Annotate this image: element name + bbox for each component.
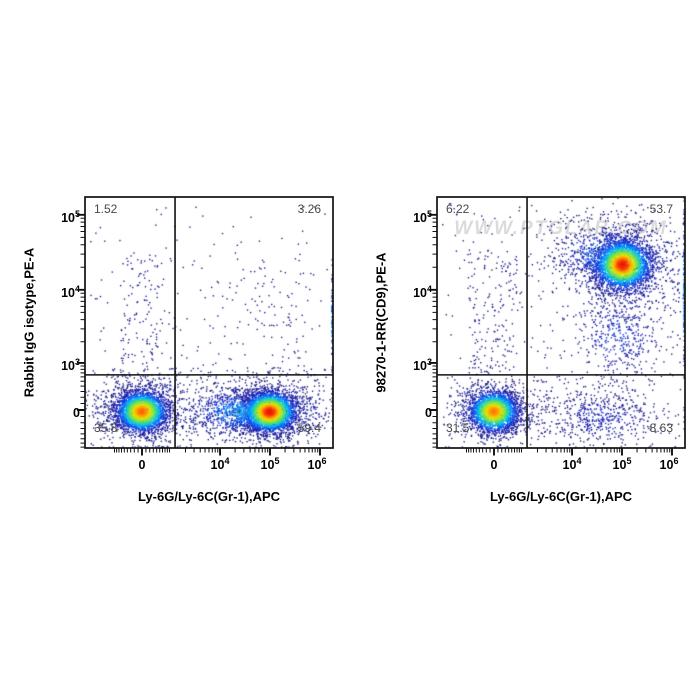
y-tick-label-1e3: 103 — [413, 357, 432, 374]
y-tick-label-1e5: 105 — [413, 209, 432, 226]
scatter-density-canvas-right — [437, 197, 685, 448]
flow-plot-panel-right: 98270-1-RR(CD9),PE-A 105 104 103 0 WWW.P… — [352, 180, 700, 530]
quadrant-percent-lower-left: 35.8 — [94, 421, 118, 435]
x-tick-label-0: 0 — [490, 458, 498, 473]
quadrant-percent-lower-left: 31.5 — [446, 421, 470, 435]
quadrant-percent-upper-left: 1.52 — [94, 202, 118, 216]
flow-plot-panel-left: Rabbit IgG isotype,PE-A 105 104 103 0 1.… — [0, 180, 348, 530]
plot-area-left: 1.52 3.26 35.8 59.4 — [85, 197, 333, 448]
quadrant-percent-lower-right: 8.63 — [649, 421, 673, 435]
y-tick-label-1e3: 103 — [61, 357, 80, 374]
x-tick-label-1e4: 104 — [562, 456, 582, 473]
y-tick-label-0: 0 — [73, 406, 80, 421]
quadrant-percent-upper-right: 3.26 — [297, 202, 321, 216]
x-tick-label-0: 0 — [138, 458, 146, 473]
quadrant-percent-lower-right: 59.4 — [297, 421, 321, 435]
x-axis-title-left: Ly-6G/Ly-6C(Gr-1),APC — [137, 489, 281, 504]
x-tick-label-1e6: 106 — [659, 456, 679, 473]
scatter-density-canvas-left — [85, 197, 333, 448]
y-tick-label-1e4: 104 — [413, 284, 432, 301]
plot-area-right: WWW.PTGLAB.COM 6.22 53.7 31.5 8.63 — [437, 197, 685, 448]
quadrant-percent-upper-left: 6.22 — [446, 202, 470, 216]
x-tick-label-1e6: 106 — [307, 456, 327, 473]
quadrant-percent-upper-right: 53.7 — [649, 202, 673, 216]
x-axis-title-right: Ly-6G/Ly-6C(Gr-1),APC — [489, 489, 633, 504]
y-tick-label-1e5: 105 — [61, 209, 80, 226]
x-tick-label-1e5: 105 — [612, 456, 632, 473]
y-tick-label-0: 0 — [425, 406, 432, 421]
y-tick-label-1e4: 104 — [61, 284, 80, 301]
x-tick-label-1e5: 105 — [260, 456, 280, 473]
x-tick-label-1e4: 104 — [210, 456, 230, 473]
